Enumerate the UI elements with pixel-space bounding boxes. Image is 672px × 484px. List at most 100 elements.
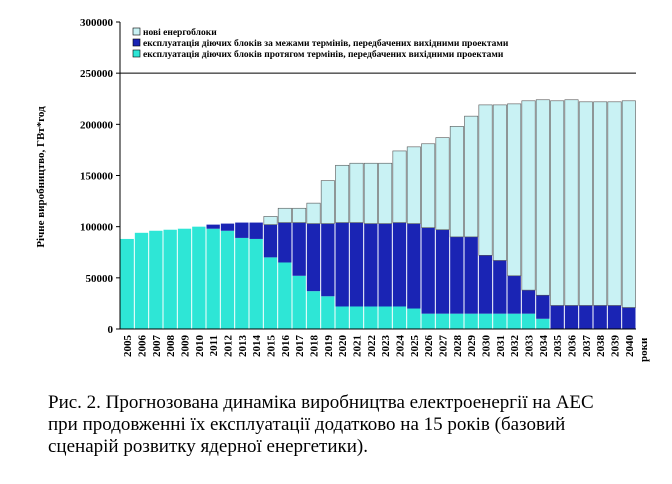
x-tick-label: 2010 bbox=[194, 335, 206, 358]
caption-line-1: Рис. 2. Прогнозована динаміка виробництв… bbox=[48, 392, 594, 413]
bar-2029-series-1 bbox=[464, 236, 478, 314]
bar-2025-series-1 bbox=[407, 223, 421, 309]
bar-2030-series-0 bbox=[478, 313, 493, 329]
x-tick-label: 2015 bbox=[266, 335, 278, 358]
bar-2034-series-0 bbox=[536, 318, 550, 329]
y-tick-label: 100000 bbox=[80, 222, 114, 234]
legend-label-0: експлуатація діючих блоків протягом терм… bbox=[143, 49, 504, 60]
bar-2033-series-2 bbox=[521, 100, 536, 291]
bar-2039-series-2 bbox=[607, 101, 622, 306]
bar-2034-series-2 bbox=[535, 99, 550, 296]
x-tick-label: 2014 bbox=[251, 335, 263, 358]
y-tick-label: 0 bbox=[108, 324, 114, 336]
y-tick-label: 150000 bbox=[80, 171, 114, 183]
bar-2040-series-1 bbox=[622, 307, 636, 329]
x-tick-label: 2018 bbox=[309, 335, 321, 358]
bars bbox=[120, 99, 636, 329]
bar-2017-series-2 bbox=[292, 207, 307, 223]
bar-2033-series-0 bbox=[521, 313, 536, 329]
bar-2012-series-1 bbox=[220, 223, 235, 231]
bar-2029-series-2 bbox=[464, 115, 479, 238]
x-tick-label: 2032 bbox=[509, 335, 521, 358]
bar-2014-series-0 bbox=[249, 238, 263, 329]
bar-2018-series-0 bbox=[306, 291, 321, 329]
x-tick-label: 2038 bbox=[595, 335, 607, 358]
bar-2024-series-0 bbox=[392, 306, 407, 329]
bar-2019-series-1 bbox=[321, 223, 335, 297]
bar-2022-series-1 bbox=[364, 223, 378, 307]
bar-2026-series-1 bbox=[421, 227, 435, 314]
x-tick-label: 2013 bbox=[237, 335, 249, 358]
bar-2027-series-1 bbox=[435, 229, 450, 314]
bar-2031-series-2 bbox=[492, 104, 507, 261]
x-tick-label: 2007 bbox=[151, 335, 163, 358]
x-tick-label: 2020 bbox=[337, 335, 349, 358]
bar-2005-series-0 bbox=[120, 238, 134, 329]
bar-2036-series-2 bbox=[564, 99, 579, 306]
bar-2014-series-1 bbox=[249, 222, 263, 239]
figure-caption: Рис. 2. Прогнозована динаміка виробництв… bbox=[48, 392, 658, 458]
axes bbox=[116, 21, 636, 330]
bar-2035-series-2 bbox=[550, 100, 565, 306]
bar-2027-series-2 bbox=[435, 137, 450, 231]
bar-2028-series-2 bbox=[449, 126, 464, 238]
bar-2023-series-0 bbox=[378, 306, 392, 329]
bar-2037-series-1 bbox=[579, 305, 593, 329]
bar-2021-series-1 bbox=[349, 222, 364, 307]
bar-2020-series-2 bbox=[335, 164, 350, 223]
x-tick-label: 2012 bbox=[223, 335, 235, 358]
legend-swatch-2 bbox=[132, 27, 141, 36]
bar-2037-series-2 bbox=[578, 101, 593, 306]
bar-2040-series-2 bbox=[621, 100, 636, 308]
y-tick-labels: 0 50000 100000 150000 200000 250000 300000 bbox=[80, 17, 114, 336]
bar-2026-series-2 bbox=[421, 143, 436, 228]
x-tick-label: 2017 bbox=[294, 335, 306, 358]
bar-2022-series-2 bbox=[363, 162, 378, 224]
x-tick-label: 2033 bbox=[524, 335, 536, 358]
y-tick-label: 300000 bbox=[80, 17, 114, 29]
x-tick-label: 2040 bbox=[624, 335, 636, 358]
x-tick-label: 2022 bbox=[366, 335, 378, 358]
bar-2011-series-1 bbox=[206, 224, 220, 229]
bar-2022-series-0 bbox=[364, 306, 378, 329]
x-tick-label: 2031 bbox=[495, 335, 507, 357]
x-tick-label: 2029 bbox=[466, 335, 478, 358]
bar-2031-series-1 bbox=[493, 260, 507, 314]
bar-2027-series-0 bbox=[435, 313, 450, 329]
x-tick-label: 2026 bbox=[423, 335, 435, 358]
x-tick-label: 2036 bbox=[567, 335, 579, 358]
x-tick-label: 2030 bbox=[481, 335, 493, 358]
x-tick-label: 2034 bbox=[538, 335, 550, 358]
x-tick-label: 2023 bbox=[380, 335, 392, 358]
bar-2017-series-0 bbox=[292, 275, 306, 329]
bar-2007-series-0 bbox=[149, 230, 163, 329]
bar-2030-series-2 bbox=[478, 104, 493, 256]
bar-2019-series-2 bbox=[320, 180, 335, 224]
bar-2033-series-1 bbox=[521, 290, 536, 314]
x-tick-label: 2039 bbox=[610, 335, 622, 358]
legend-swatch-1 bbox=[132, 38, 141, 47]
bar-2025-series-2 bbox=[406, 146, 421, 224]
bar-2008-series-0 bbox=[163, 229, 177, 329]
x-tick-label: 2025 bbox=[409, 335, 421, 358]
bar-2020-series-1 bbox=[335, 222, 349, 307]
bar-2036-series-1 bbox=[564, 305, 579, 329]
bar-2013-series-0 bbox=[235, 237, 249, 329]
x-tick-label: 2028 bbox=[452, 335, 464, 358]
legend-swatch-0 bbox=[132, 49, 141, 58]
bar-2028-series-1 bbox=[450, 236, 464, 314]
x-tick-label: 2019 bbox=[323, 335, 335, 358]
x-tick-labels: 2005 2006 2007 2008 2009 2010 2011 2012 2013 2014… bbox=[122, 335, 636, 358]
bar-2034-series-1 bbox=[536, 295, 550, 319]
y-tick-label: 250000 bbox=[80, 68, 114, 80]
bar-2026-series-0 bbox=[421, 313, 435, 329]
x-tick-label: 2011 bbox=[208, 335, 220, 356]
y-axis-label: Річне виробництво, ГВт*год bbox=[35, 106, 47, 248]
bar-2028-series-0 bbox=[450, 313, 464, 329]
bar-2021-series-0 bbox=[349, 306, 364, 329]
bar-2023-series-1 bbox=[378, 223, 392, 307]
bar-2016-series-1 bbox=[278, 222, 292, 263]
bar-2010-series-0 bbox=[192, 226, 206, 329]
y-tick-label: 50000 bbox=[86, 273, 114, 285]
bar-2038-series-2 bbox=[593, 101, 608, 306]
